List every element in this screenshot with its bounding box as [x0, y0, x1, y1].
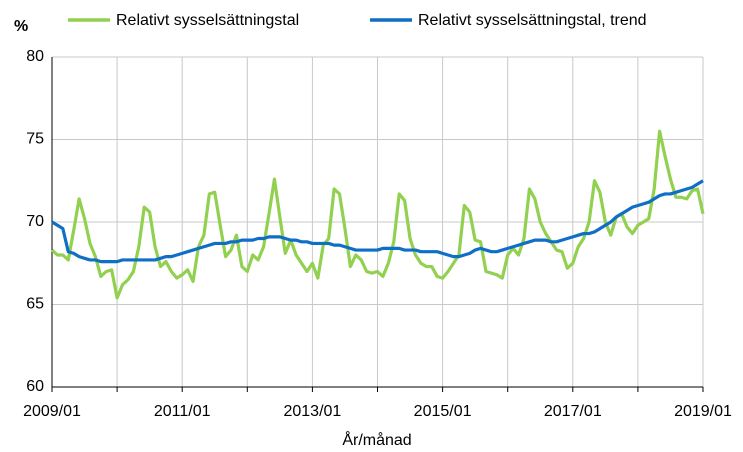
x-tick-label: 2013/01	[283, 403, 341, 420]
y-tick-label: 75	[26, 131, 44, 148]
x-tick-label: 2009/01	[23, 403, 81, 420]
x-tick-label: 2015/01	[414, 403, 472, 420]
y-tick-label: 65	[26, 296, 44, 313]
x-tick-label: 2017/01	[544, 403, 602, 420]
y-tick-label: 60	[26, 378, 44, 395]
data-line	[50, 129, 705, 300]
x-tick-label: 2011/01	[154, 403, 211, 420]
y-unit: %	[14, 18, 28, 35]
y-tick-label: 70	[26, 213, 44, 230]
x-axis-title: År/månad	[342, 430, 411, 449]
y-tick-label: 80	[26, 48, 44, 65]
data-line	[51, 179, 704, 264]
legend-label: Relativt sysselsättningstal, trend	[418, 12, 647, 29]
legend-label: Relativt sysselsättningstal	[116, 12, 299, 29]
x-tick-label: 2019/01	[674, 403, 732, 420]
